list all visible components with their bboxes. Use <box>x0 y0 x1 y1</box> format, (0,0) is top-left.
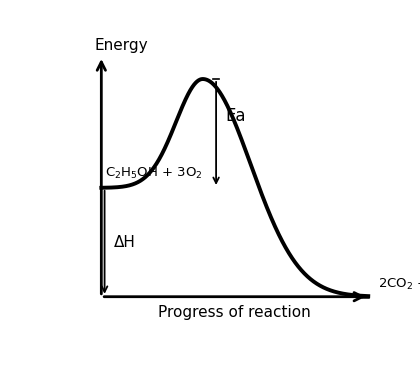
Text: C$_2$H$_5$OH + 3O$_2$: C$_2$H$_5$OH + 3O$_2$ <box>105 166 202 181</box>
Text: 2CO$_2$ + 3H$_2$O: 2CO$_2$ + 3H$_2$O <box>378 277 420 292</box>
Text: Energy: Energy <box>95 38 148 53</box>
Text: Ea: Ea <box>226 107 247 125</box>
Text: Progress of reaction: Progress of reaction <box>158 305 311 320</box>
Text: ΔH: ΔH <box>114 235 136 250</box>
